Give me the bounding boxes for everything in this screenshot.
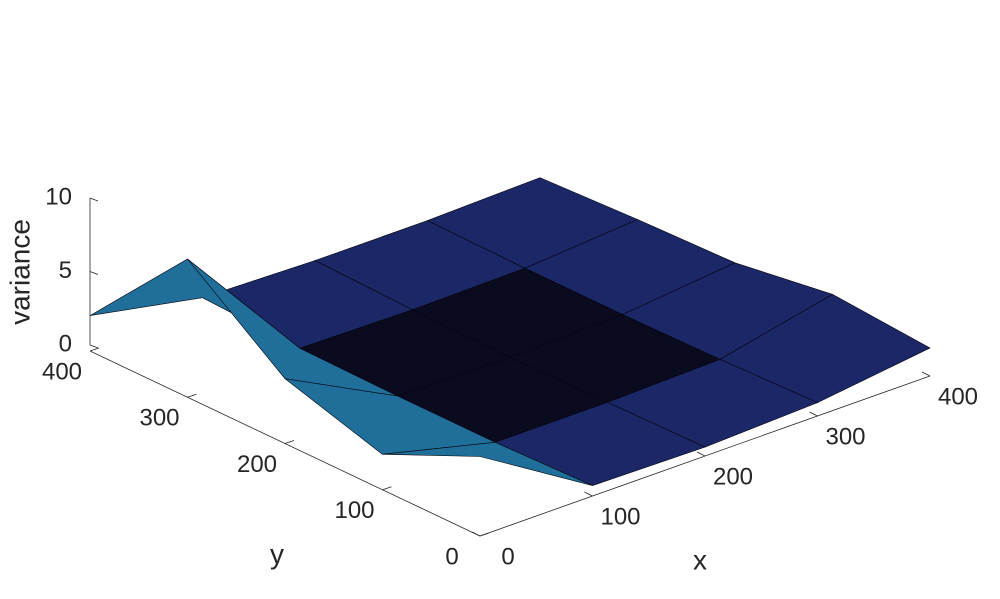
z-tick bbox=[89, 344, 99, 349]
z-tick bbox=[89, 271, 99, 275]
y-tick bbox=[284, 440, 295, 444]
y-tick-label: 0 bbox=[445, 543, 458, 570]
x-tick-label: 400 bbox=[938, 383, 978, 410]
y-tick-label: 300 bbox=[139, 405, 179, 432]
y-tick bbox=[187, 393, 197, 398]
z-tick-label: 5 bbox=[59, 257, 72, 284]
x-tick bbox=[471, 531, 481, 537]
x-tick bbox=[584, 491, 593, 497]
x-axis-label: x bbox=[693, 544, 707, 575]
y-axis-label: y bbox=[270, 538, 284, 569]
y-tick-label: 200 bbox=[237, 451, 277, 478]
y-tick-label: 400 bbox=[42, 358, 82, 385]
z-tick bbox=[89, 197, 99, 202]
x-tick-label: 300 bbox=[825, 423, 865, 450]
x-tick-label: 0 bbox=[501, 543, 514, 570]
y-tick bbox=[479, 532, 490, 537]
x-tick-label: 100 bbox=[600, 503, 640, 530]
surface-patch bbox=[382, 441, 593, 486]
y-tick bbox=[89, 347, 100, 352]
x-tick bbox=[809, 411, 818, 417]
y-tick-label: 100 bbox=[334, 497, 374, 524]
x-tick-label: 200 bbox=[713, 463, 753, 490]
x-tick bbox=[921, 371, 931, 377]
z-axis-label: variance bbox=[4, 219, 35, 325]
x-tick bbox=[696, 451, 706, 457]
z-tick-label: 10 bbox=[45, 183, 72, 210]
y-tick bbox=[382, 486, 392, 491]
z-tick-label: 0 bbox=[59, 330, 72, 357]
